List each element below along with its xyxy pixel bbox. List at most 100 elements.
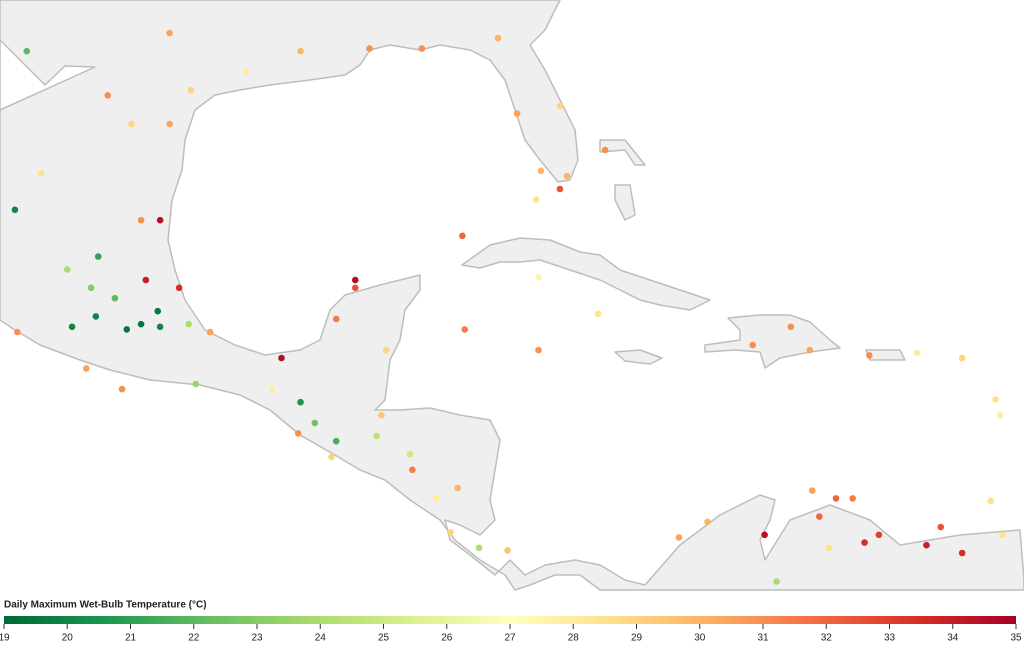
stations <box>11 29 1006 585</box>
station <box>761 531 768 539</box>
station <box>297 47 304 55</box>
station <box>137 320 145 328</box>
tick-label: 30 <box>694 633 706 644</box>
station <box>913 349 921 357</box>
station <box>104 92 112 99</box>
station <box>192 380 200 388</box>
station <box>185 320 192 328</box>
station <box>166 29 173 37</box>
station <box>675 534 683 541</box>
tick-label: 28 <box>568 633 580 644</box>
station <box>454 484 461 492</box>
station <box>63 266 71 273</box>
station <box>92 313 100 320</box>
station <box>294 430 302 437</box>
station <box>94 253 102 260</box>
tick-label: 35 <box>1010 633 1022 644</box>
station <box>535 274 542 281</box>
tick-label: 27 <box>504 633 516 644</box>
station <box>206 328 214 336</box>
station <box>154 307 162 315</box>
station <box>332 315 340 323</box>
tick-label: 22 <box>188 633 200 644</box>
station <box>808 487 816 494</box>
land <box>0 0 1024 591</box>
tick-label: 32 <box>821 633 833 644</box>
station <box>311 419 319 427</box>
jamaica <box>614 349 663 365</box>
tick-label: 20 <box>62 633 74 644</box>
station <box>594 310 602 318</box>
station <box>958 354 966 362</box>
tick-label: 34 <box>947 633 959 644</box>
station <box>175 284 183 292</box>
station <box>123 326 131 333</box>
station <box>351 284 359 292</box>
station <box>278 354 285 362</box>
station <box>37 170 45 177</box>
station <box>832 495 840 502</box>
station <box>297 398 304 406</box>
station <box>556 102 564 110</box>
station <box>999 531 1006 539</box>
station <box>406 450 414 458</box>
station <box>816 513 823 520</box>
station <box>137 216 145 224</box>
station <box>83 365 90 372</box>
station <box>875 531 883 539</box>
station <box>494 34 502 42</box>
station <box>556 185 564 193</box>
hispaniola <box>704 314 841 369</box>
station <box>23 47 31 55</box>
tick-label: 25 <box>378 633 390 644</box>
station <box>704 518 711 526</box>
station <box>535 346 542 354</box>
station <box>68 323 76 331</box>
station <box>332 437 340 445</box>
station <box>166 120 173 128</box>
station <box>513 110 521 117</box>
station <box>749 341 757 349</box>
tick-label: 21 <box>125 633 137 644</box>
station <box>118 385 126 393</box>
station <box>923 541 930 549</box>
station <box>11 206 19 214</box>
station <box>373 432 380 440</box>
station <box>937 523 945 531</box>
station <box>987 497 995 505</box>
station <box>861 539 868 546</box>
station <box>328 453 335 461</box>
station <box>806 346 814 354</box>
station <box>13 328 21 336</box>
station <box>156 323 164 331</box>
station <box>475 544 483 552</box>
station <box>268 385 276 393</box>
station <box>601 146 609 154</box>
tick-label: 19 <box>0 633 10 644</box>
tick-label: 23 <box>251 633 263 644</box>
station <box>447 528 454 536</box>
station <box>351 276 359 284</box>
tick-label: 26 <box>441 633 453 644</box>
station <box>866 352 873 359</box>
station <box>242 68 250 76</box>
tick-label: 31 <box>757 633 769 644</box>
colorbar <box>4 616 1016 624</box>
station <box>537 167 545 175</box>
station <box>773 578 780 585</box>
station <box>532 196 540 203</box>
station <box>142 276 150 284</box>
station <box>111 294 119 302</box>
station <box>504 547 511 554</box>
station <box>156 216 164 224</box>
station <box>563 172 571 180</box>
station <box>432 495 440 502</box>
station <box>418 45 426 52</box>
station <box>382 346 390 354</box>
tick-label: 33 <box>884 633 896 644</box>
bahamas <box>599 139 646 221</box>
tick-label: 29 <box>631 633 643 644</box>
tick-label: 24 <box>315 633 327 644</box>
station <box>409 466 416 474</box>
